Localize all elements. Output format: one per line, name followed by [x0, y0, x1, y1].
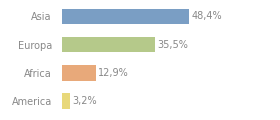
- Bar: [62, 9, 189, 24]
- Text: 35,5%: 35,5%: [157, 40, 188, 50]
- Text: 3,2%: 3,2%: [72, 96, 97, 106]
- Text: 48,4%: 48,4%: [192, 11, 222, 21]
- Bar: [62, 93, 70, 109]
- Text: 12,9%: 12,9%: [98, 68, 129, 78]
- Bar: [62, 65, 96, 81]
- Bar: [62, 37, 155, 52]
